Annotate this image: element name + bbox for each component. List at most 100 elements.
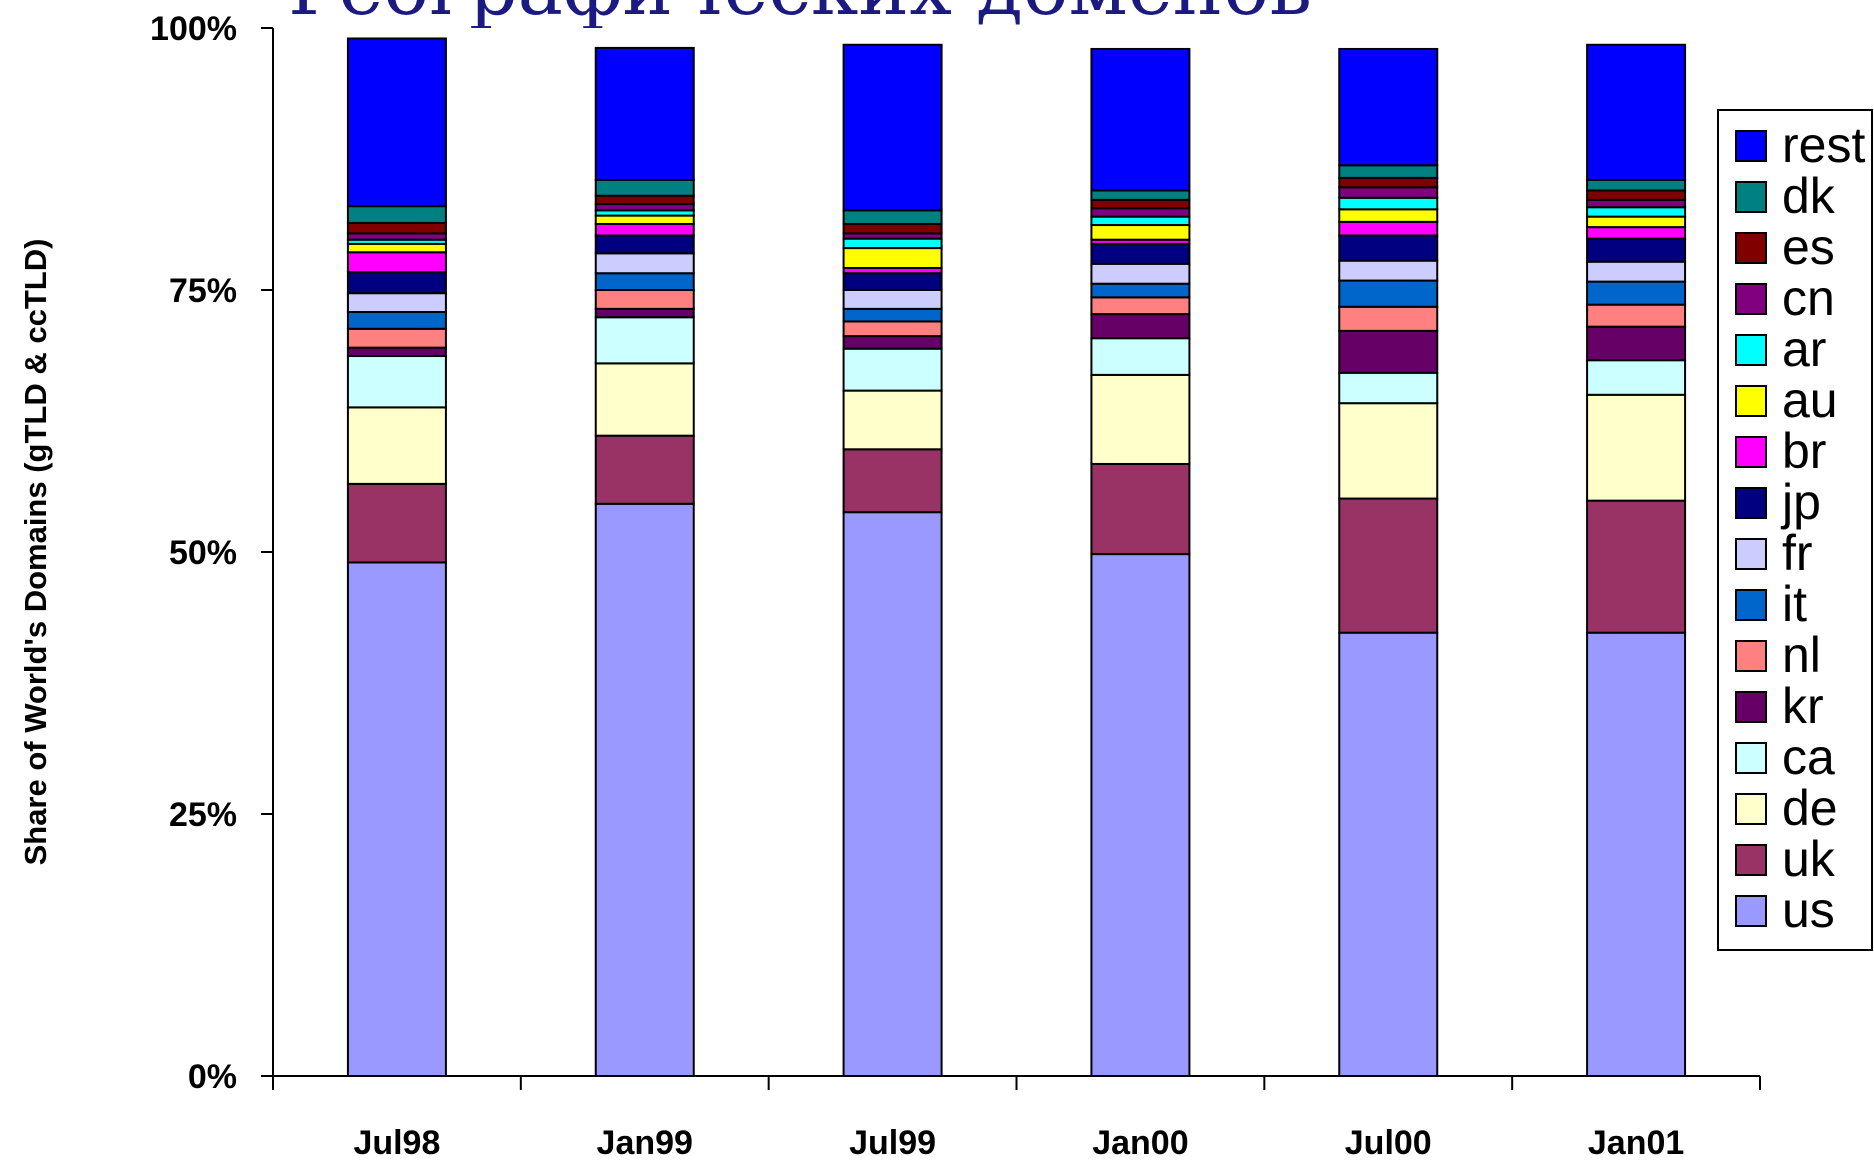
- bar-segment-it-jan00: [1090, 282, 1191, 299]
- bar-segment-kr-jan01: [1586, 325, 1687, 362]
- legend-swatch-ar: [1735, 334, 1767, 366]
- legend-swatch-fr: [1735, 538, 1767, 570]
- legend-swatch-kr: [1735, 691, 1767, 723]
- bar-segment-jp-jul99: [842, 272, 943, 291]
- bar-segment-au-jul99: [842, 247, 943, 269]
- bar-segment-kr-jan99: [594, 307, 695, 319]
- bar-segment-fr-jan00: [1090, 262, 1191, 285]
- bar-segment-dk-jan00: [1090, 189, 1191, 201]
- plot-area: [273, 28, 1760, 1076]
- bar-segment-au-jan99: [594, 214, 695, 225]
- bar-segment-ca-jul99: [842, 347, 943, 392]
- y-tick-label: 75%: [169, 272, 237, 310]
- bar-segment-us-jan99: [594, 502, 695, 1077]
- bar-segment-ca-jan01: [1586, 359, 1687, 396]
- bar-segment-es-jan99: [594, 194, 695, 206]
- bar-segment-jp-jul98: [346, 271, 447, 295]
- bar-segment-ar-jul99: [842, 237, 943, 250]
- bar-segment-kr-jan00: [1090, 313, 1191, 340]
- legend-label-nl: nl: [1782, 627, 1821, 683]
- legend-label-it: it: [1782, 576, 1807, 632]
- x-tick-label: Jan99: [597, 1124, 693, 1162]
- bar-segment-ca-jul98: [346, 355, 447, 409]
- legend-label-fr: fr: [1782, 525, 1813, 581]
- bar-segment-fr-jul98: [346, 292, 447, 314]
- x-tick-label: Jul00: [1345, 1124, 1432, 1162]
- bar-segment-it-jan99: [594, 272, 695, 291]
- legend-swatch-au: [1735, 385, 1767, 417]
- bar-segment-de-jan99: [594, 362, 695, 437]
- bar-segment-us-jan00: [1090, 553, 1191, 1077]
- bar-segment-fr-jul00: [1338, 259, 1439, 282]
- legend-label-dk: dk: [1782, 168, 1836, 224]
- bar-segment-us-jan01: [1586, 631, 1687, 1077]
- bar-segment-uk-jan00: [1090, 462, 1191, 556]
- bar-segment-de-jul00: [1338, 402, 1439, 500]
- legend-swatch-es: [1735, 232, 1767, 264]
- bar-segment-uk-jul00: [1338, 497, 1439, 634]
- bar-segment-rest-jan01: [1586, 43, 1687, 181]
- bar-segment-jp-jan99: [594, 234, 695, 255]
- bar-segment-de-jan01: [1586, 393, 1687, 502]
- bar-segment-de-jul98: [346, 406, 447, 485]
- bar-segment-jp-jan01: [1586, 237, 1687, 263]
- legend-label-au: au: [1782, 372, 1838, 428]
- bar-segment-de-jan00: [1090, 373, 1191, 465]
- bar-segment-it-jul00: [1338, 279, 1439, 308]
- bar-segment-rest-jul00: [1338, 47, 1439, 167]
- bar-segment-dk-jul00: [1338, 164, 1439, 179]
- bar-segment-nl-jul99: [842, 320, 943, 338]
- bar-segment-es-jan01: [1586, 189, 1687, 201]
- bar-segment-jp-jan00: [1090, 242, 1191, 265]
- y-tick-label: 50%: [169, 534, 237, 572]
- legend-label-de: de: [1782, 780, 1838, 836]
- legend-swatch-jp: [1735, 487, 1767, 519]
- bar-segment-es-jul98: [346, 221, 447, 235]
- legend-label-br: br: [1782, 423, 1826, 479]
- bar-segment-es-jul00: [1338, 176, 1439, 189]
- legend-swatch-dk: [1735, 181, 1767, 213]
- bar-segment-it-jan01: [1586, 280, 1687, 306]
- bar-segment-br-jan99: [594, 222, 695, 237]
- legend-swatch-us: [1735, 895, 1767, 927]
- bar-segment-es-jan00: [1090, 198, 1191, 210]
- bar-segment-dk-jul99: [842, 209, 943, 225]
- bar-segment-kr-jul98: [346, 346, 447, 358]
- legend-swatch-de: [1735, 793, 1767, 825]
- bar-segment-au-jul98: [346, 242, 447, 254]
- bar-segment-fr-jul99: [842, 289, 943, 310]
- bar-segment-cn-jul00: [1338, 186, 1439, 199]
- bar-segment-nl-jul00: [1338, 305, 1439, 332]
- legend-label-us: us: [1782, 882, 1835, 938]
- bars-layer: [346, 37, 1687, 1077]
- bar-segment-nl-jan99: [594, 289, 695, 310]
- bar-segment-uk-jan01: [1586, 499, 1687, 634]
- legend-label-kr: kr: [1782, 678, 1824, 734]
- bar-segment-kr-jul00: [1338, 329, 1439, 374]
- legend-swatch-rest: [1735, 130, 1767, 162]
- bar-segment-au-jan00: [1090, 224, 1191, 241]
- legend-swatch-nl: [1735, 640, 1767, 672]
- legend-swatch-cn: [1735, 283, 1767, 315]
- x-tick-label: Jul99: [849, 1124, 936, 1162]
- chart-title: Географических доменов: [288, 0, 1312, 32]
- bar-segment-cn-jan01: [1586, 198, 1687, 209]
- legend-label-rest: rest: [1782, 117, 1865, 173]
- legend-label-uk: uk: [1782, 831, 1836, 887]
- bar-segment-fr-jan01: [1586, 260, 1687, 283]
- legend-swatch-ca: [1735, 742, 1767, 774]
- legend-label-es: es: [1782, 219, 1835, 275]
- legend-label-cn: cn: [1782, 270, 1835, 326]
- y-tick-label: 100%: [150, 10, 237, 48]
- bar-segment-ar-jan01: [1586, 206, 1687, 218]
- bar-segment-nl-jan00: [1090, 296, 1191, 316]
- bar-segment-it-jul98: [346, 311, 447, 330]
- legend-label-ca: ca: [1782, 729, 1835, 785]
- bar-segment-uk-jul98: [346, 482, 447, 564]
- bar-segment-ca-jul00: [1338, 371, 1439, 405]
- y-tick-label: 0%: [188, 1058, 237, 1096]
- bar-segment-rest-jul98: [346, 37, 447, 208]
- bar-segment-ar-jul00: [1338, 196, 1439, 211]
- bar-segment-dk-jan99: [594, 178, 695, 197]
- bar-segment-br-jan01: [1586, 226, 1687, 240]
